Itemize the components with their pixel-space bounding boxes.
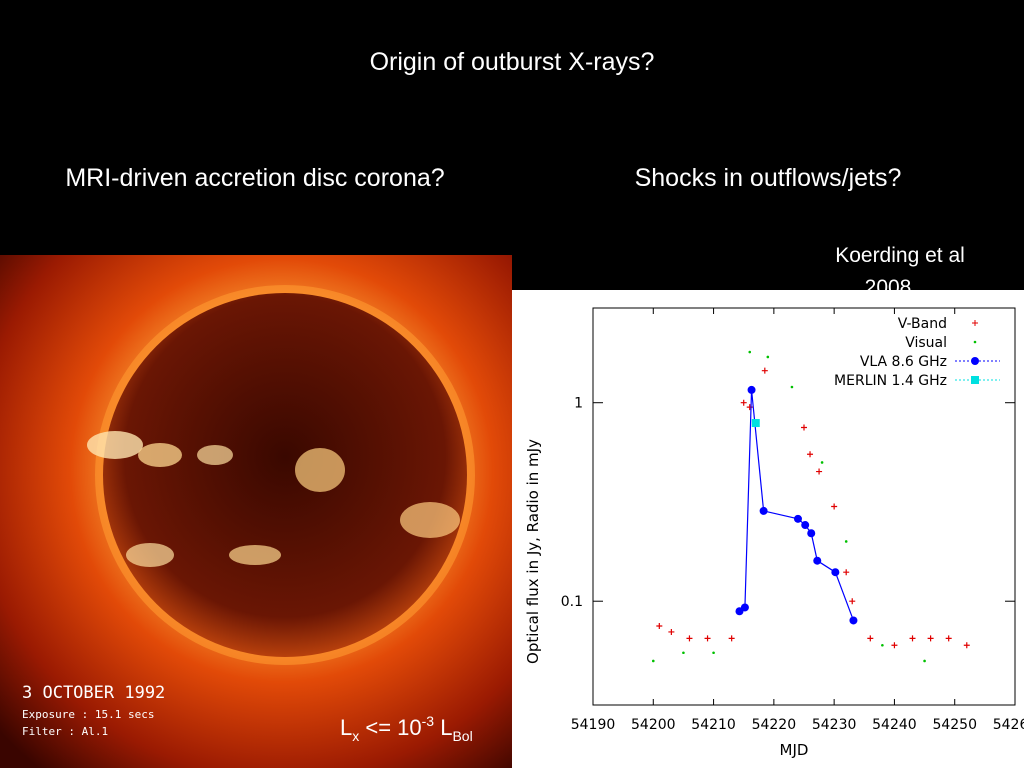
x-axis-label: MJD [780, 741, 809, 759]
point [881, 643, 884, 647]
point [807, 529, 816, 538]
point [945, 635, 952, 642]
x-tick-label: 54250 [932, 717, 977, 733]
point [849, 616, 858, 625]
point [728, 635, 735, 642]
point [766, 355, 770, 359]
image-filter: Filter : Al.1 [22, 725, 108, 738]
y-tick-label: 1 [574, 396, 583, 412]
left-heading: MRI-driven accretion disc corona? [65, 164, 444, 192]
legend-label: V-Band [898, 316, 947, 332]
point [867, 635, 874, 642]
point [740, 399, 747, 406]
image-date: 3 OCTOBER 1992 [22, 683, 165, 703]
x-tick-label: 54220 [752, 717, 797, 733]
chart: 54190 54200 54210 54220 54230 54240 54250 5426 0… [512, 290, 1024, 768]
slide-title: Origin of outburst X-rays? [370, 48, 655, 76]
legend-marker [973, 340, 977, 344]
point [761, 367, 768, 374]
point [963, 642, 970, 649]
eq-part: Bol [452, 728, 472, 744]
eq-part: -3 [422, 713, 435, 729]
y-axis-label: Optical flux in Jy, Radio in mJy [524, 439, 542, 664]
citation: Koerding et al [835, 244, 965, 267]
point [651, 659, 655, 663]
y-tick-label: 0.1 [561, 594, 583, 610]
x-tick-label: 54230 [812, 717, 857, 733]
point [746, 404, 753, 411]
point [831, 568, 840, 577]
point [686, 635, 693, 642]
equation: Lx <= 10-3 LBol [340, 713, 473, 744]
point [748, 350, 752, 354]
point [927, 635, 934, 642]
point [740, 603, 749, 612]
series-line [739, 389, 854, 621]
legend-marker [971, 376, 979, 384]
legend-key [971, 376, 979, 384]
point [849, 598, 856, 605]
point [816, 468, 823, 475]
plot-frame [592, 307, 1016, 706]
point [790, 385, 794, 389]
x-tick-label: 54210 [691, 717, 736, 733]
point [820, 461, 824, 464]
point [831, 503, 838, 510]
point [759, 506, 768, 515]
point [656, 623, 663, 630]
point [801, 424, 807, 431]
legend-label: Visual [905, 335, 947, 351]
point [668, 628, 675, 635]
point [807, 451, 814, 458]
legend-label: VLA 8.6 GHz [860, 354, 947, 370]
eq-part: L [340, 715, 352, 740]
point [891, 642, 898, 649]
x-tick-label: 54190 [571, 717, 616, 733]
point [682, 651, 685, 655]
x-tick-label: 54200 [631, 717, 676, 733]
eq-part: L [434, 715, 452, 740]
point [704, 635, 711, 642]
legend-marker [972, 320, 978, 326]
image-exposure: Exposure : 15.1 secs [22, 708, 154, 721]
point [923, 659, 926, 663]
legend-key [973, 340, 977, 344]
point [843, 569, 850, 576]
point [909, 635, 916, 642]
point [813, 556, 822, 565]
legend-marker [971, 357, 979, 365]
point [844, 540, 848, 543]
legend-key [972, 320, 978, 326]
point [712, 651, 715, 655]
eq-part: x [352, 728, 359, 744]
sun-image: 3 OCTOBER 1992 Exposure : 15.1 secs Filt… [0, 255, 512, 768]
right-heading: Shocks in outflows/jets? [635, 164, 902, 192]
chart-background [512, 290, 1024, 768]
legend-label: MERLIN 1.4 GHz [834, 373, 947, 389]
eq-part: <= 10 [359, 715, 421, 740]
legend-key [971, 357, 979, 365]
x-tick-label: 54240 [872, 717, 917, 733]
point [747, 385, 756, 394]
point [751, 419, 760, 428]
point [801, 521, 810, 530]
point [793, 514, 802, 523]
